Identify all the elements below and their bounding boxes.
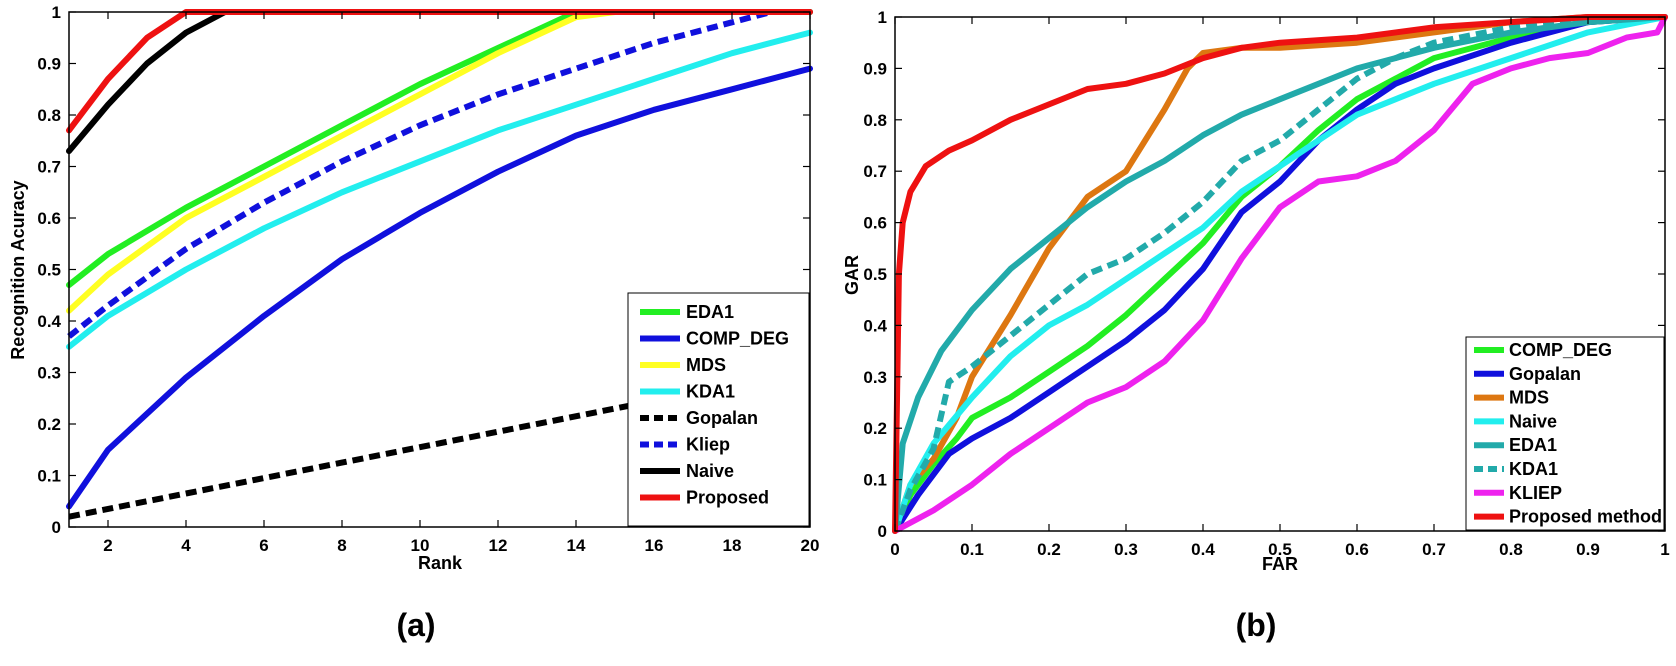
x-tick-label-a: 6 <box>259 536 268 555</box>
legend-label-b-kliep: KLIEP <box>1509 483 1562 503</box>
y-tick-label-a: 0.8 <box>37 106 61 125</box>
x-tick-label-b: 0.8 <box>1499 540 1523 559</box>
y-tick-label-b: 0.6 <box>863 214 887 233</box>
y-tick-label-a: 1 <box>52 3 61 22</box>
series-line-b-proposed-method <box>892 14 1668 534</box>
caption-a: (a) <box>396 607 435 643</box>
legend-label-b-comp-deg: COMP_DEG <box>1509 340 1612 360</box>
x-tick-label-a: 10 <box>411 536 430 555</box>
legend-label-b-naive: Naive <box>1509 411 1557 431</box>
x-tick-label-b: 1 <box>1660 540 1669 559</box>
series-group-b <box>892 14 1668 534</box>
series-line-a-comp-deg <box>66 65 813 510</box>
x-tick-label-b: 0.1 <box>960 540 984 559</box>
y-tick-label-b: 0.7 <box>863 162 887 181</box>
legend-box-b <box>1465 336 1665 531</box>
x-tick-label-a: 16 <box>645 536 664 555</box>
series-line-b-kda1 <box>892 14 1665 533</box>
series-line-b-eda1 <box>892 14 1668 534</box>
legend-label-a-proposed: Proposed <box>686 488 769 508</box>
x-tick-label-a: 2 <box>103 536 112 555</box>
legend-label-b-mds: MDS <box>1509 388 1549 408</box>
legend-label-b-kda1: KDA1 <box>1509 459 1558 479</box>
y-tick-label-a: 0.6 <box>37 209 61 228</box>
y-tick-label-a: 0.1 <box>37 467 61 486</box>
series-line-b-naive <box>892 14 1668 534</box>
ticks-group-a: 2 4 6 8 10 12 14 16 18 20 0 0.1 0.2 0.3 0.4 0.5 0.6 0.7 0.… <box>37 3 819 555</box>
legend-label-a-eda1: EDA1 <box>686 302 734 322</box>
y-tick-label-a: 0.3 <box>37 364 61 383</box>
y-tick-label-a: 0 <box>52 518 61 537</box>
y-tick-label-a: 0.4 <box>37 312 61 331</box>
caption-b: (b) <box>1236 607 1277 643</box>
y-tick-label-b: 0.2 <box>863 419 887 438</box>
y-tick-label-b: 0.9 <box>863 59 887 78</box>
chart-panel-a: 2 4 6 8 10 12 14 16 18 20 0 0.1 0.2 0.3 0.4 0.5 0.6 0.7 0.… <box>8 3 819 643</box>
x-axis-label-b: FAR <box>1262 554 1298 574</box>
x-tick-label-b: 0.2 <box>1037 540 1061 559</box>
x-tick-label-b: 0.4 <box>1191 540 1215 559</box>
x-tick-label-a: 14 <box>567 536 586 555</box>
legend-label-b-proposed-method: Proposed method <box>1509 507 1662 527</box>
plot-frame-a <box>68 11 811 528</box>
legend-label-a-comp-deg: COMP_DEG <box>686 329 789 349</box>
x-tick-label-b: 0.9 <box>1576 540 1600 559</box>
x-tick-label-b: 0.7 <box>1422 540 1446 559</box>
x-tick-label-b: 0.3 <box>1114 540 1138 559</box>
x-tick-label-a: 20 <box>801 536 820 555</box>
x-tick-label-a: 4 <box>181 536 191 555</box>
series-line-a-kda1 <box>66 29 813 350</box>
legend-label-a-kliep: Kliep <box>686 435 730 455</box>
legend-box-a <box>627 292 810 527</box>
series-line-b-kliep <box>892 14 1668 534</box>
legend-label-a-gopalan: Gopalan <box>686 408 758 428</box>
x-tick-label-b: 0 <box>890 540 899 559</box>
x-tick-label-a: 8 <box>337 536 346 555</box>
y-tick-label-b: 0 <box>878 522 887 541</box>
y-tick-label-b: 1 <box>878 8 887 27</box>
y-tick-label-a: 0.5 <box>37 261 61 280</box>
x-axis-label-a: Rank <box>418 553 463 573</box>
y-axis-label-a: Recognition Acuracy <box>8 180 28 359</box>
series-line-b-gopalan <box>892 14 1668 534</box>
legend-label-b-gopalan: Gopalan <box>1509 364 1581 384</box>
legend-a: EDA1 COMP_DEG MDS KDA1 Gopalan Kliep Naive Prop… <box>627 292 810 527</box>
legend-label-a-kda1: KDA1 <box>686 382 735 402</box>
legend-label-a-mds: MDS <box>686 355 726 375</box>
x-tick-label-b: 0.5 <box>1268 540 1292 559</box>
y-tick-label-a: 0.9 <box>37 55 61 74</box>
plot-frame-b <box>894 16 1666 532</box>
x-tick-label-a: 18 <box>723 536 742 555</box>
legend-b: COMP_DEG Gopalan MDS Naive EDA1 KDA1 KLIEP Prop… <box>1465 336 1665 531</box>
y-tick-label-b: 0.1 <box>863 471 887 490</box>
series-line-b-comp-deg <box>892 14 1668 534</box>
y-tick-label-b: 0.4 <box>863 316 887 335</box>
y-tick-label-a: 0.7 <box>37 158 61 177</box>
y-tick-label-a: 0.2 <box>37 415 61 434</box>
y-axis-label-b: GAR <box>842 255 862 295</box>
series-line-a-kliep <box>67 9 810 339</box>
y-tick-label-b: 0.3 <box>863 368 887 387</box>
chart-panel-b: 0 0.1 0.2 0.3 0.4 0.5 0.6 0.7 0.8 0.9 1 0 0.1 0.2 0.3 0… <box>842 8 1670 643</box>
legend-label-b-eda1: EDA1 <box>1509 435 1557 455</box>
x-tick-label-b: 0.6 <box>1345 540 1369 559</box>
y-tick-label-b: 0.5 <box>863 265 887 284</box>
x-tick-label-a: 12 <box>489 536 508 555</box>
legend-label-a-naive: Naive <box>686 461 734 481</box>
y-tick-label-b: 0.8 <box>863 111 887 130</box>
